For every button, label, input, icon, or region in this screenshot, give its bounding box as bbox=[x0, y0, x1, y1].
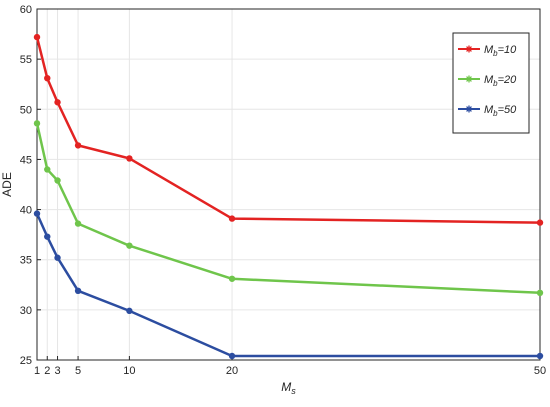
x-tick-label: 20 bbox=[226, 365, 238, 377]
x-tick-label: 50 bbox=[534, 365, 546, 377]
asterisk-marker-icon bbox=[465, 75, 473, 83]
data-point bbox=[126, 242, 133, 249]
x-tick-label: 3 bbox=[54, 365, 60, 377]
data-point bbox=[228, 215, 236, 222]
series-line bbox=[35, 123, 541, 295]
x-axis-label: Ms bbox=[281, 380, 296, 396]
x-axis-label-sub: s bbox=[291, 386, 296, 396]
data-point bbox=[33, 120, 41, 127]
y-tick-label: 50 bbox=[20, 104, 32, 116]
data-point bbox=[536, 352, 544, 360]
data-point bbox=[536, 219, 544, 226]
y-tick-label: 40 bbox=[20, 205, 32, 217]
data-point bbox=[228, 352, 236, 360]
y-tick-label: 35 bbox=[20, 255, 32, 267]
data-point bbox=[74, 142, 82, 149]
data-point bbox=[74, 220, 82, 227]
legend-item: Mb=20 bbox=[458, 74, 517, 88]
series-1 bbox=[33, 120, 544, 297]
y-axis-label: ADE bbox=[0, 172, 14, 197]
data-point bbox=[536, 289, 544, 297]
x-tick-label: 1 bbox=[34, 365, 40, 377]
data-point bbox=[44, 166, 51, 173]
legend-item: Mb=10 bbox=[458, 44, 517, 58]
legend-label: Mb=10 bbox=[484, 44, 517, 58]
data-point bbox=[33, 210, 41, 217]
asterisk-marker-icon bbox=[465, 105, 473, 113]
series-group bbox=[33, 33, 544, 360]
y-tick-label: 30 bbox=[20, 305, 32, 317]
x-tick-label: 2 bbox=[44, 365, 50, 377]
data-point bbox=[33, 33, 41, 41]
y-tick-label: 25 bbox=[20, 355, 32, 367]
series-0 bbox=[33, 33, 544, 226]
data-point bbox=[126, 307, 133, 315]
data-point bbox=[126, 155, 133, 162]
series-2 bbox=[33, 210, 544, 360]
y-tick-label: 45 bbox=[20, 154, 32, 166]
y-tick-label: 55 bbox=[20, 54, 32, 66]
y-tick-label: 60 bbox=[20, 4, 32, 16]
legend-label: Mb=50 bbox=[484, 104, 517, 118]
data-point bbox=[228, 275, 236, 282]
data-point bbox=[54, 177, 61, 184]
data-point bbox=[44, 233, 51, 240]
data-point bbox=[74, 287, 82, 295]
series-line bbox=[35, 213, 540, 358]
x-axis-label-base: M bbox=[281, 380, 291, 394]
x-tick-label: 10 bbox=[123, 365, 135, 377]
plot-area bbox=[36, 8, 541, 361]
data-point bbox=[54, 254, 61, 261]
legend-item: Mb=50 bbox=[458, 104, 517, 118]
legend: Mb=10 Mb=20 Mb=50 bbox=[452, 32, 530, 134]
data-point bbox=[44, 74, 51, 82]
data-point bbox=[54, 99, 61, 106]
legend-label: Mb=20 bbox=[484, 74, 517, 88]
x-tick-label: 5 bbox=[75, 365, 81, 377]
asterisk-marker-icon bbox=[465, 45, 473, 53]
